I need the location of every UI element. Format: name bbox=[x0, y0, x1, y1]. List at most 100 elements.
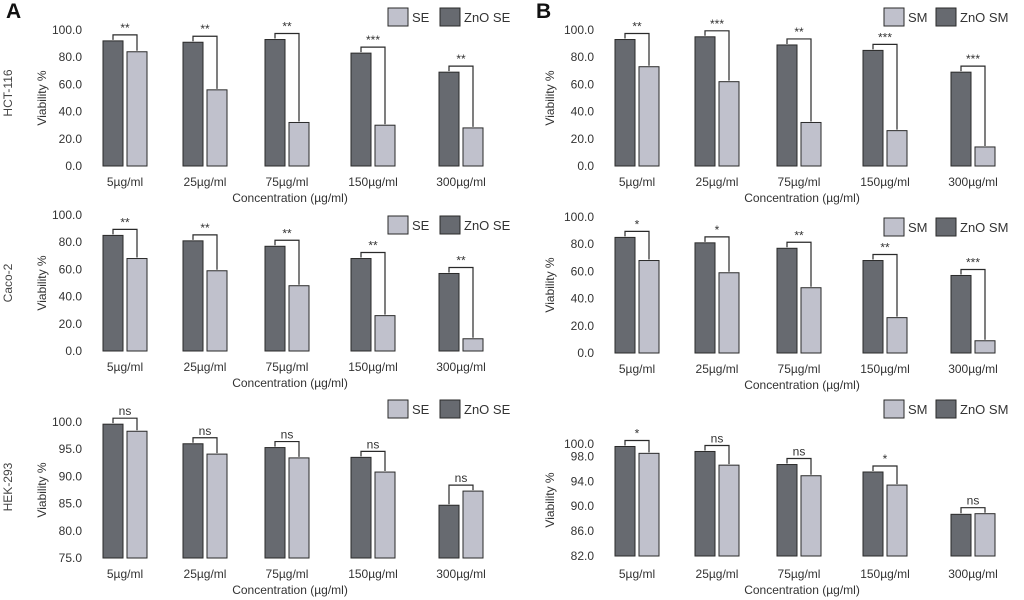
y-tick-label: 60.0 bbox=[59, 262, 83, 276]
significance-bracket bbox=[960, 507, 986, 514]
bar-sm bbox=[974, 146, 996, 167]
y-tick-label: 100.0 bbox=[564, 437, 594, 451]
bar-zno-sm bbox=[776, 464, 798, 557]
legend-label: SM bbox=[908, 220, 928, 235]
significance-bracket bbox=[192, 234, 218, 270]
x-axis-label: Concentration (µg/ml) bbox=[744, 191, 860, 205]
chart-a-caco2: 0.0 20.0 40.0 60.0 80.0 100.0 Viability % ** 5µg… bbox=[35, 208, 511, 390]
x-tick-label: 5µg/ml bbox=[619, 175, 655, 189]
y-tick-label: 60.0 bbox=[571, 77, 595, 91]
legend-label: SM bbox=[908, 402, 928, 417]
x-tick-label: 150µg/ml bbox=[860, 175, 910, 189]
significance-label: ns bbox=[367, 437, 380, 451]
bar-sm bbox=[974, 513, 996, 557]
bar-zno-sm bbox=[694, 450, 716, 557]
y-tick-label: 90.0 bbox=[571, 499, 595, 513]
bar-zno-se bbox=[350, 258, 372, 352]
x-tick-label: 150µg/ml bbox=[348, 567, 398, 581]
x-axis-label: Concentration (µg/ml) bbox=[744, 583, 860, 597]
x-tick-label: 25µg/ml bbox=[184, 567, 227, 581]
x-tick-label: 5µg/ml bbox=[107, 567, 143, 581]
chart-b-hct116: 0.0 20.0 40.0 60.0 80.0 100.0 Viability % ** 5µg… bbox=[543, 7, 1008, 205]
y-tick-label: 85.0 bbox=[59, 497, 83, 511]
significance-bracket bbox=[192, 437, 218, 454]
bar-zno-sm bbox=[776, 247, 798, 354]
significance-bracket bbox=[448, 65, 474, 127]
legend-swatch-se bbox=[387, 7, 409, 27]
bar-zno-se bbox=[182, 443, 204, 559]
bar-se bbox=[206, 89, 228, 167]
significance-bracket bbox=[624, 230, 650, 260]
bar-sm bbox=[800, 121, 822, 167]
significance-label: ** bbox=[456, 253, 466, 267]
x-tick-label: 5µg/ml bbox=[619, 362, 655, 376]
y-tick-label: 100.0 bbox=[52, 23, 82, 37]
legend-label: ZnO SE bbox=[464, 402, 511, 417]
row-label-hek293: HEK-293 bbox=[1, 462, 15, 512]
legend-swatch-zno-se bbox=[439, 215, 461, 235]
significance-label: ns bbox=[711, 431, 724, 445]
x-tick-label: 25µg/ml bbox=[184, 175, 227, 189]
bar-zno-sm bbox=[694, 242, 716, 354]
x-tick-label: 5µg/ml bbox=[107, 360, 143, 374]
bar-sm bbox=[638, 260, 660, 354]
x-tick-label: 75µg/ml bbox=[778, 175, 821, 189]
bar-sm bbox=[886, 130, 908, 167]
significance-label: * bbox=[715, 223, 720, 237]
bar-zno-se bbox=[350, 52, 372, 167]
legend-label: SM bbox=[908, 10, 928, 25]
significance-bracket bbox=[786, 241, 812, 287]
bar-se bbox=[126, 430, 148, 559]
bar-se bbox=[126, 258, 148, 352]
legend-swatch-se bbox=[387, 399, 409, 419]
bar-zno-sm bbox=[776, 44, 798, 167]
x-axis-label: Concentration (µg/ml) bbox=[232, 376, 348, 390]
y-axis-label: Viability % bbox=[543, 257, 557, 312]
bar-zno-sm bbox=[862, 49, 884, 167]
bar-sm bbox=[974, 340, 996, 354]
x-tick-label: 300µg/ml bbox=[948, 567, 998, 581]
significance-label: ** bbox=[120, 215, 130, 229]
significance-bracket bbox=[112, 34, 138, 51]
bar-zno-se bbox=[264, 447, 286, 559]
y-tick-label: 80.0 bbox=[59, 235, 83, 249]
significance-bracket bbox=[624, 32, 650, 66]
y-axis-label: Viability % bbox=[543, 70, 557, 125]
chart-a-hek293: 75.0 80.0 85.0 90.0 95.0 100.0 Viability % ns 5µ… bbox=[35, 399, 511, 597]
bar-se bbox=[462, 127, 484, 167]
x-tick-label: 150µg/ml bbox=[860, 567, 910, 581]
bar-zno-se bbox=[182, 41, 204, 167]
significance-bracket bbox=[360, 251, 386, 315]
significance-label: *** bbox=[710, 17, 724, 31]
significance-label: ** bbox=[794, 228, 804, 242]
significance-label: ns bbox=[281, 428, 294, 442]
bar-sm bbox=[886, 317, 908, 354]
significance-label: ** bbox=[632, 20, 642, 34]
legend-label: ZnO SE bbox=[464, 218, 511, 233]
significance-label: ** bbox=[368, 239, 378, 253]
chart-a-hct116: 0.0 20.0 40.0 60.0 80.0 100.0 Viability % ** 5µg… bbox=[35, 7, 511, 205]
y-tick-label: 86.0 bbox=[571, 524, 595, 538]
x-tick-label: 75µg/ml bbox=[778, 362, 821, 376]
significance-label: ** bbox=[282, 20, 292, 34]
significance-bracket bbox=[872, 465, 898, 485]
bar-zno-se bbox=[350, 456, 372, 559]
y-axis-label: Viability % bbox=[35, 70, 49, 125]
significance-bracket bbox=[448, 484, 474, 505]
bar-zno-sm bbox=[614, 39, 636, 167]
bar-zno-se bbox=[438, 272, 460, 352]
row-label-caco2: Caco-2 bbox=[1, 263, 15, 303]
bar-zno-sm bbox=[950, 513, 972, 557]
significance-label: * bbox=[635, 426, 640, 440]
y-tick-label: 0.0 bbox=[577, 346, 594, 360]
y-tick-label: 94.0 bbox=[571, 474, 595, 488]
y-tick-label: 80.0 bbox=[59, 50, 83, 64]
bar-se bbox=[126, 51, 148, 167]
bar-sm bbox=[718, 464, 740, 557]
bar-zno-se bbox=[438, 71, 460, 167]
legend-swatch-sm bbox=[883, 7, 905, 27]
legend-swatch-zno-se bbox=[439, 399, 461, 419]
y-tick-label: 40.0 bbox=[571, 292, 595, 306]
